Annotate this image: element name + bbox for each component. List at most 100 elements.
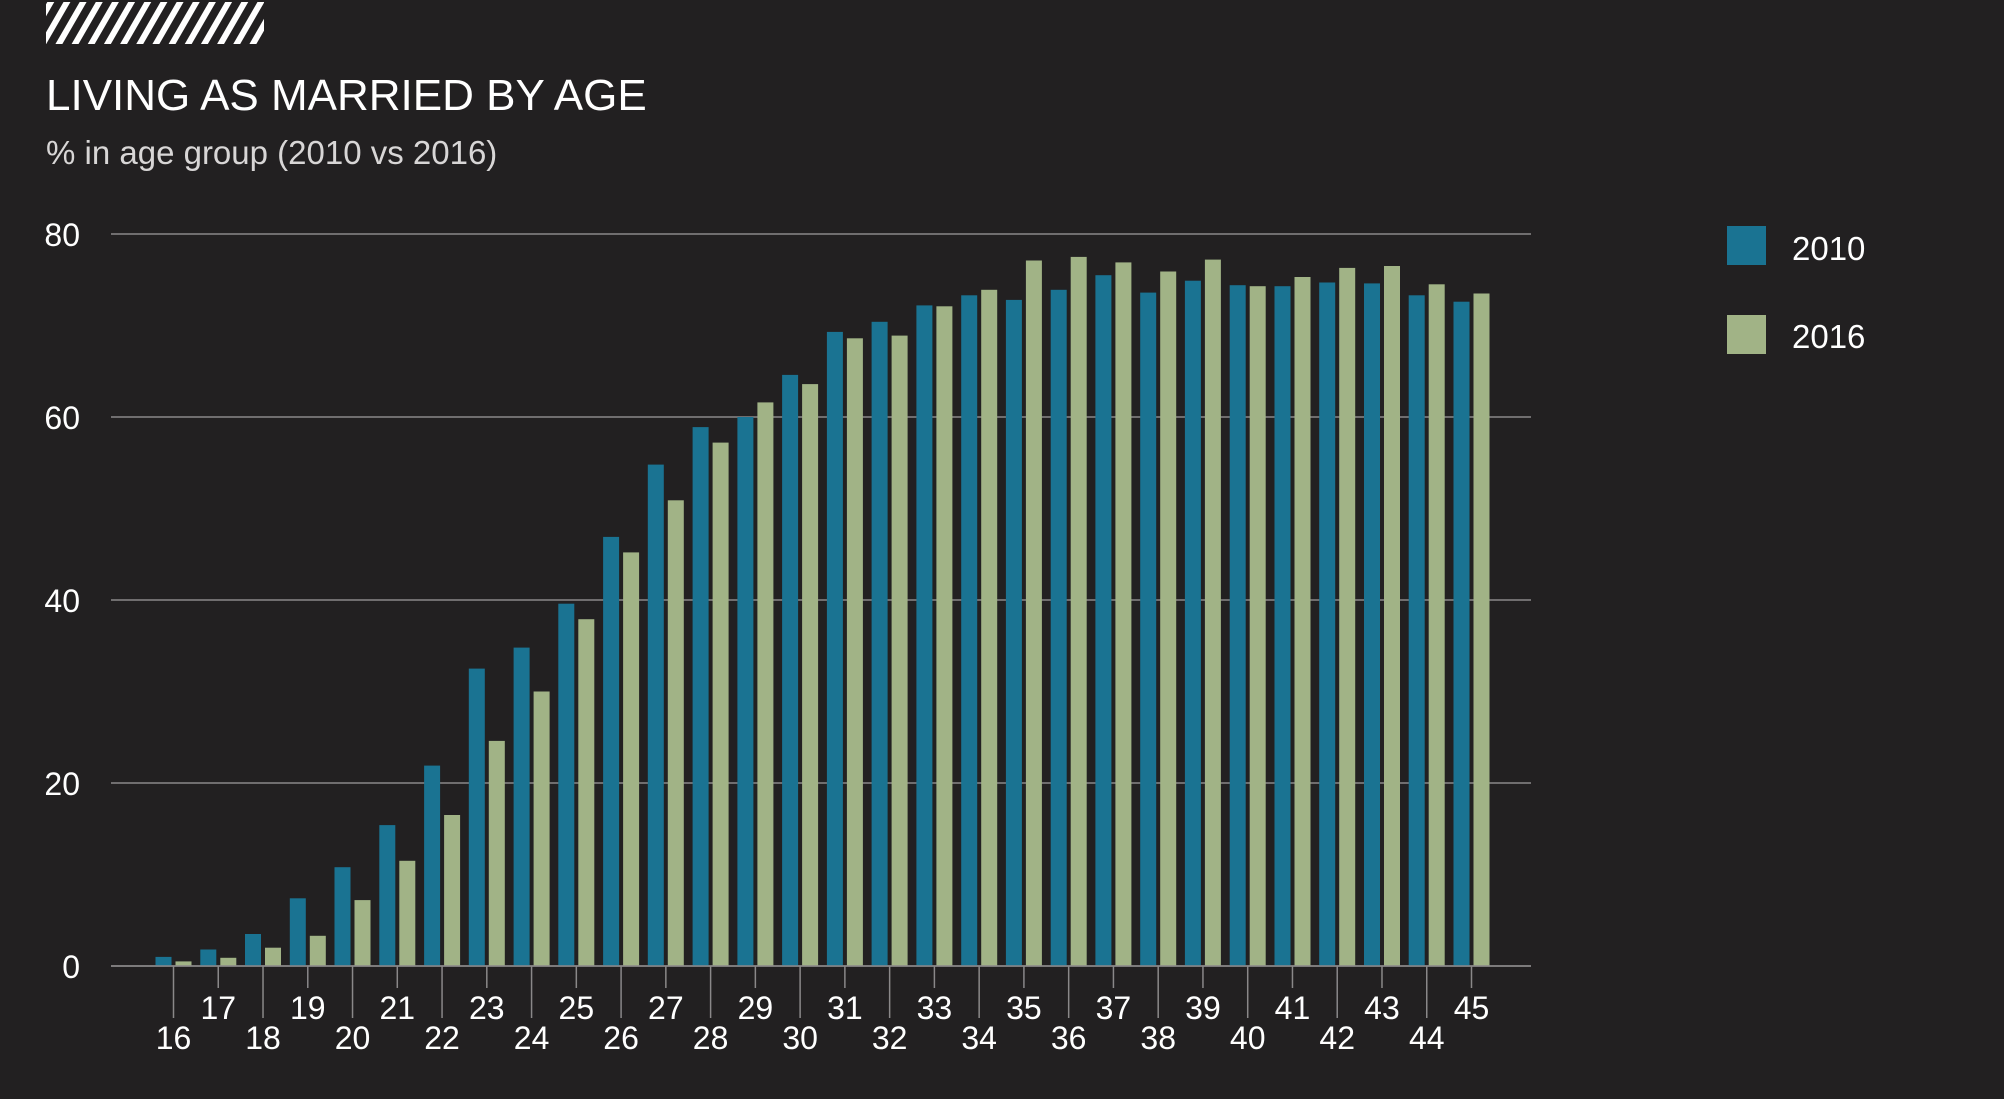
y-tick-label: 60 xyxy=(44,400,80,436)
bar-2016-18 xyxy=(265,947,281,966)
bar-2016-23 xyxy=(488,740,505,966)
bar-2010-22 xyxy=(424,765,441,966)
bar-2016-29 xyxy=(757,402,774,966)
bar-2010-31 xyxy=(826,331,843,966)
bar-2010-17 xyxy=(200,949,217,966)
chart-subtitle: % in age group (2010 vs 2016) xyxy=(46,134,497,171)
gridlines xyxy=(111,233,1531,967)
bar-2016-38 xyxy=(1160,271,1177,966)
bar-2010-33 xyxy=(916,305,933,966)
bar-2016-33 xyxy=(936,306,953,966)
bar-2010-23 xyxy=(468,668,485,966)
bar-2016-44 xyxy=(1428,284,1445,966)
bar-2016-21 xyxy=(399,860,416,966)
bar-2010-24 xyxy=(513,647,530,966)
x-tick-label: 23 xyxy=(469,990,505,1026)
x-axis: 1617181920212223242526272829303132333435… xyxy=(111,965,1531,1056)
x-tick-label: 19 xyxy=(290,990,326,1026)
bar-2016-30 xyxy=(802,384,819,967)
x-tick-label: 41 xyxy=(1275,990,1311,1026)
x-tick-label: 44 xyxy=(1409,1020,1445,1056)
bar-2010-28 xyxy=(692,427,709,967)
x-tick-label: 35 xyxy=(1006,990,1042,1026)
bar-2010-39 xyxy=(1184,280,1201,966)
x-tick-label: 17 xyxy=(200,990,236,1026)
x-tick-label: 26 xyxy=(603,1020,639,1056)
bar-2010-41 xyxy=(1274,286,1291,966)
legend-swatch-2010 xyxy=(1727,226,1766,265)
x-tick-label: 43 xyxy=(1364,990,1400,1026)
y-axis-ticks: 0 20 40 60 80 xyxy=(44,217,80,985)
x-tick-label: 39 xyxy=(1185,990,1221,1026)
x-tick-label: 20 xyxy=(335,1020,371,1056)
bar-2010-21 xyxy=(379,825,396,966)
y-tick-label: 80 xyxy=(44,217,80,253)
bar-2016-37 xyxy=(1115,262,1132,966)
bar-2016-34 xyxy=(981,289,998,966)
x-tick-label: 45 xyxy=(1454,990,1490,1026)
bar-2016-35 xyxy=(1025,260,1042,966)
bar-2016-41 xyxy=(1294,277,1311,966)
bar-2010-30 xyxy=(782,374,799,966)
x-tick-label: 30 xyxy=(782,1020,818,1056)
legend: 2010 2016 xyxy=(1727,226,1865,355)
bar-2016-22 xyxy=(444,815,461,966)
x-tick-label: 24 xyxy=(514,1020,550,1056)
bar-2010-44 xyxy=(1408,295,1425,966)
bar-2016-31 xyxy=(846,338,863,966)
bar-2010-35 xyxy=(1005,299,1022,966)
x-tick-label: 32 xyxy=(872,1020,908,1056)
x-tick-label: 36 xyxy=(1051,1020,1087,1056)
x-tick-label: 25 xyxy=(559,990,595,1026)
bar-2010-25 xyxy=(558,603,575,966)
bar-2016-28 xyxy=(712,442,729,967)
bar-2016-32 xyxy=(891,335,908,967)
bar-2010-19 xyxy=(289,898,306,966)
y-tick-label: 0 xyxy=(62,949,80,985)
bar-2016-36 xyxy=(1070,256,1087,966)
bar-2010-43 xyxy=(1364,283,1380,966)
x-tick-label: 27 xyxy=(648,990,684,1026)
bar-2016-16 xyxy=(175,961,192,966)
x-tick-label: 28 xyxy=(693,1020,729,1056)
x-tick-label: 40 xyxy=(1230,1020,1266,1056)
y-tick-label: 40 xyxy=(44,583,80,619)
bars xyxy=(155,256,1490,967)
y-tick-label: 20 xyxy=(44,766,80,802)
x-tick-label: 38 xyxy=(1140,1020,1176,1056)
x-tick-label: 18 xyxy=(245,1020,281,1056)
bar-2016-40 xyxy=(1249,286,1266,966)
bar-2010-27 xyxy=(647,464,664,966)
bar-2010-37 xyxy=(1095,275,1112,966)
bar-2016-17 xyxy=(220,957,237,966)
bar-2016-19 xyxy=(309,935,326,966)
bar-2010-40 xyxy=(1229,285,1246,966)
bar-2010-32 xyxy=(871,321,888,966)
x-tick-label: 21 xyxy=(379,990,415,1026)
bar-2010-38 xyxy=(1140,292,1157,967)
bar-2016-45 xyxy=(1473,293,1490,966)
bar-2010-18 xyxy=(245,934,261,966)
x-tick-label: 33 xyxy=(917,990,953,1026)
x-tick-label: 22 xyxy=(424,1020,460,1056)
bar-2010-45 xyxy=(1453,301,1470,966)
bar-2016-24 xyxy=(533,691,550,966)
bar-2016-20 xyxy=(354,900,371,966)
bar-2010-20 xyxy=(334,867,351,966)
x-tick-label: 37 xyxy=(1096,990,1132,1026)
bar-2016-43 xyxy=(1384,266,1400,966)
x-tick-label: 42 xyxy=(1319,1020,1355,1056)
legend-swatch-2016 xyxy=(1727,315,1766,354)
x-tick-label: 16 xyxy=(156,1020,192,1056)
bar-2016-26 xyxy=(623,552,640,966)
bar-2010-34 xyxy=(961,295,978,966)
x-tick-label: 29 xyxy=(738,990,774,1026)
bar-2016-42 xyxy=(1339,267,1356,966)
bar-2010-26 xyxy=(603,536,620,966)
chart-title: LIVING AS MARRIED BY AGE xyxy=(46,71,647,120)
legend-label-2010: 2010 xyxy=(1792,230,1865,267)
bar-2010-42 xyxy=(1319,282,1336,966)
legend-label-2016: 2016 xyxy=(1792,318,1865,355)
bar-2010-16 xyxy=(155,956,172,966)
